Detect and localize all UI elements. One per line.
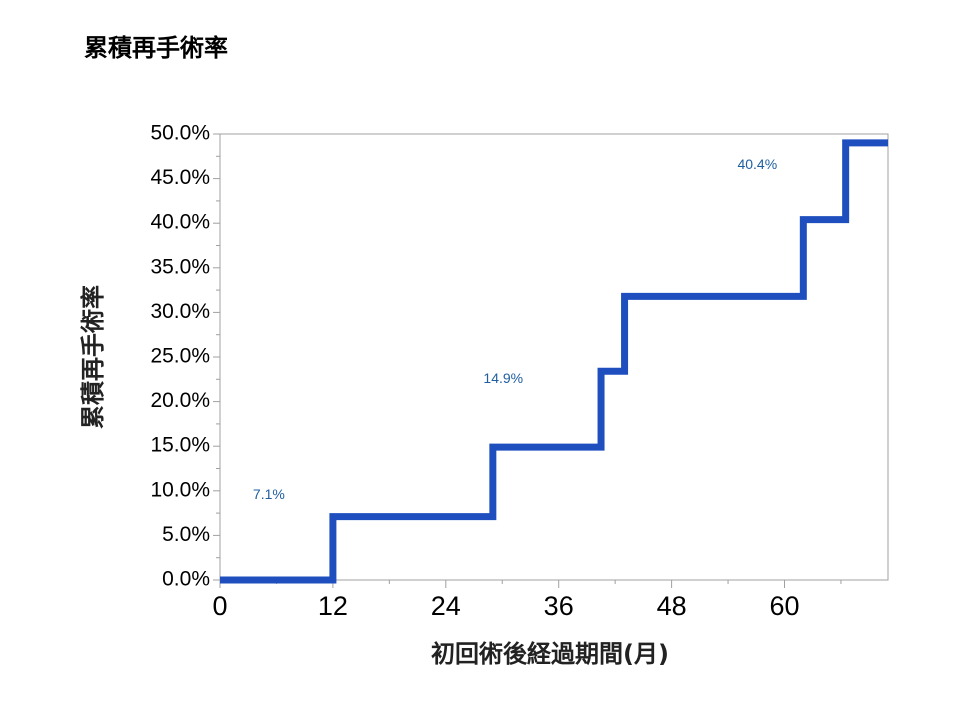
x-tick-label: 24 [431,591,461,621]
series-line [220,139,888,584]
x-tick-label: 48 [657,591,687,621]
x-axis-ticks: 0 12 24 36 48 60 [212,580,842,621]
y-tick-label: 30.0% [150,300,210,323]
y-tick-label: 10.0% [150,478,210,501]
y-tick-label: 0.0% [162,568,210,591]
data-annotation: 40.4% [737,156,777,172]
y-tick-label: 50.0% [150,122,210,145]
y-tick-label: 25.0% [150,345,210,368]
annotations: 7.1% 14.9% 40.4% [253,156,777,502]
data-annotation: 7.1% [253,486,285,502]
y-tick-label: 5.0% [162,523,210,546]
y-tick-label: 45.0% [150,166,210,189]
x-tick-label: 36 [544,591,574,621]
y-axis-ticks: 0.0% 5.0% 10.0% 15.0% 20.0% 25.0% 30.0% 35.0% 40… [150,122,220,591]
y-axis-label: 累積再手術率 [79,285,107,429]
plot-area-frame [219,133,889,581]
series-group [220,139,888,584]
x-tick-label: 0 [212,591,227,621]
y-tick-label: 20.0% [150,389,210,412]
x-axis-label: 初回術後経過期間(月) [431,640,669,668]
data-annotation: 14.9% [483,370,523,386]
x-tick-label: 60 [769,591,799,621]
slide-title: 累積再手術率 [84,34,228,62]
y-tick-label: 40.0% [150,211,210,234]
y-tick-label: 35.0% [150,255,210,278]
y-tick-label: 15.0% [150,434,210,457]
x-tick-label: 12 [318,591,348,621]
